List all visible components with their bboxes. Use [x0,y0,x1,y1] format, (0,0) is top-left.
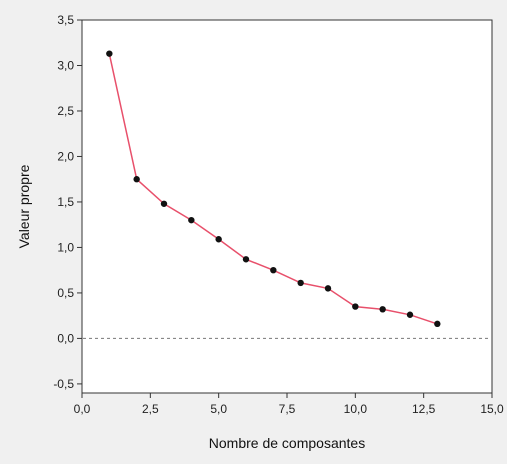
data-point [297,279,304,287]
x-tick-label: 7,5 [279,402,296,416]
y-axis: -0,5 0,0 0,5 1,0 1,5 2,0 2,5 3,0 3,5 [53,13,82,391]
x-axis-title: Nombre de composantes [209,435,365,451]
series-layer [106,50,441,328]
x-tick-label: 12,5 [412,402,436,416]
y-tick-label: 2,5 [57,104,74,118]
data-point [379,306,386,313]
y-tick-label: 3,5 [57,13,74,27]
data-point [270,266,277,274]
x-tick-label: 15,0 [480,402,504,416]
data-point [434,320,441,328]
x-tick-label: 0,0 [74,402,91,416]
data-point [106,50,113,57]
data-point [406,311,414,318]
data-point [242,256,250,263]
y-tick-label: 0,5 [57,286,74,300]
x-tick-label: 10,0 [344,402,368,416]
y-tick-label: -0,5 [53,377,74,391]
plot-area [81,19,493,394]
x-tick-label: 2,5 [142,402,159,416]
y-tick-label: 1,5 [57,195,74,209]
x-axis: 0,0 2,5 5,0 7,5 10,0 12,5 15,0 [74,393,504,416]
data-point [215,236,222,243]
data-point [160,200,168,207]
data-point [324,285,332,292]
y-tick-label: 2,0 [57,149,74,163]
data-point [352,303,359,310]
y-tick-label: 0,0 [57,331,74,345]
y-tick-label: 1,0 [57,240,74,254]
data-point [188,216,195,224]
data-point [133,176,140,183]
y-axis-title: Valeur propre [16,164,32,248]
x-tick-label: 5,0 [210,402,227,416]
y-tick-label: 3,0 [57,58,74,72]
